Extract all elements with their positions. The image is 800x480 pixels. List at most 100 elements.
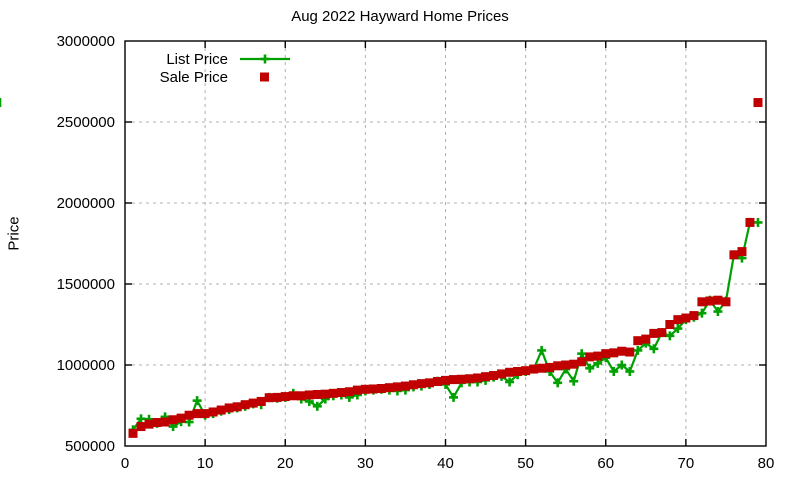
data-point-marker-square <box>529 364 539 374</box>
data-point-marker-square <box>304 390 314 400</box>
data-point-marker-square <box>697 297 707 307</box>
data-point-marker-square <box>649 328 659 338</box>
data-point-marker-square <box>625 347 635 357</box>
data-point-marker-square <box>441 375 450 385</box>
data-point-marker-square <box>272 392 282 402</box>
data-point-marker-square <box>288 391 298 401</box>
series-sale-price <box>128 98 763 438</box>
data-point-marker-square <box>408 380 418 390</box>
y-tick-label: 2000000 <box>57 195 115 212</box>
data-point-marker-square <box>352 385 362 395</box>
x-tick-label: 60 <box>597 455 614 472</box>
data-point-marker-square <box>424 378 434 388</box>
data-point-marker-square <box>392 382 402 392</box>
data-point-marker-plus <box>673 324 683 334</box>
data-point-marker-square <box>248 398 258 408</box>
data-point-marker-square <box>328 388 338 398</box>
data-point-marker-plus <box>192 396 202 406</box>
data-point-marker-square <box>192 409 202 419</box>
y-tick-label: 1500000 <box>57 276 115 293</box>
data-point-marker-square <box>416 379 426 389</box>
y-tick-label: 3000000 <box>57 33 115 50</box>
x-tick-label: 0 <box>121 455 129 472</box>
data-point-marker-square <box>224 403 234 413</box>
data-point-marker-plus <box>753 217 763 227</box>
data-point-marker-plus <box>665 331 675 341</box>
data-point-marker-square <box>296 391 306 401</box>
data-point-marker-plus <box>585 363 595 373</box>
data-point-marker-plus <box>505 377 515 387</box>
data-point-marker-square <box>585 352 595 362</box>
data-point-marker-square <box>280 392 290 402</box>
data-point-marker-square <box>553 361 563 371</box>
data-point-marker-square <box>569 359 579 369</box>
data-point-marker-plus <box>553 378 563 388</box>
legend-label-1: Sale Price <box>160 69 228 86</box>
y-tick-label: 500000 <box>65 438 115 455</box>
data-point-marker-square <box>657 328 667 338</box>
data-point-marker-square <box>136 422 146 432</box>
x-tick-label: 10 <box>197 455 214 472</box>
data-point-marker-square <box>577 357 587 367</box>
data-point-marker-square <box>633 336 643 346</box>
data-point-marker-square <box>641 334 651 344</box>
data-point-marker-square <box>545 362 555 372</box>
data-point-marker-square <box>673 315 683 325</box>
data-point-marker-square <box>168 415 178 425</box>
data-point-marker-square <box>665 320 675 329</box>
data-point-marker-square <box>184 410 194 420</box>
data-point-marker-square <box>705 296 715 306</box>
data-point-marker-square <box>312 389 322 399</box>
data-point-marker-square <box>368 384 378 394</box>
data-point-marker-square <box>128 428 138 438</box>
y-tick-label: 1000000 <box>57 357 115 374</box>
data-point-marker-square <box>617 346 627 356</box>
x-axis-ticks: 0 10 20 30 40 50 60 70 80 <box>121 41 775 472</box>
data-point-marker-square <box>432 377 442 387</box>
data-point-marker-square <box>593 351 603 361</box>
legend-label-0: List Price <box>166 51 228 68</box>
plot-frame <box>124 40 767 447</box>
data-point-marker-square <box>489 371 499 381</box>
data-point-marker-plus <box>136 414 146 424</box>
data-point-marker-square <box>360 384 370 394</box>
data-series <box>0 98 763 438</box>
data-point-marker-square <box>521 366 531 376</box>
data-point-marker-plus <box>537 345 547 355</box>
data-point-marker-square <box>152 418 162 428</box>
data-point-marker-square <box>561 360 571 370</box>
data-point-marker-plus <box>649 344 659 354</box>
data-point-marker-square <box>729 250 739 260</box>
data-point-marker-square <box>336 388 346 398</box>
data-point-marker-square <box>465 374 475 384</box>
data-point-marker-square <box>344 387 354 397</box>
y-axis-ticks: 500000 1000000 1500000 2000000 2500000 300000… <box>57 33 766 455</box>
data-point-marker-plus <box>697 308 707 318</box>
data-point-marker-square <box>681 313 691 323</box>
y-tick-label: 2500000 <box>57 114 115 131</box>
data-point-marker-plus <box>609 366 619 376</box>
data-point-marker-square <box>160 417 170 427</box>
data-point-marker-square <box>264 393 274 403</box>
chart-title: Aug 2022 Hayward Home Prices <box>291 8 509 25</box>
data-point-marker-square <box>745 217 755 227</box>
x-tick-label: 70 <box>678 455 695 472</box>
data-point-marker-plus <box>569 376 579 386</box>
data-point-marker-square <box>713 295 723 305</box>
data-point-marker-square <box>208 407 218 417</box>
data-point-marker-plus <box>625 366 635 376</box>
data-point-marker-square <box>497 369 507 379</box>
x-tick-label: 40 <box>437 455 454 472</box>
data-point-marker-square <box>449 375 459 385</box>
data-point-marker-square <box>256 396 266 406</box>
data-point-marker-square <box>384 383 394 393</box>
data-point-marker-plus <box>713 307 723 317</box>
x-tick-label: 80 <box>758 455 775 472</box>
x-tick-label: 20 <box>277 455 294 472</box>
data-point-marker-plus <box>577 349 587 359</box>
data-point-marker-square <box>721 297 731 307</box>
data-point-marker-square <box>601 349 611 359</box>
data-point-marker-plus <box>449 392 459 402</box>
data-point-marker-square <box>737 247 747 257</box>
